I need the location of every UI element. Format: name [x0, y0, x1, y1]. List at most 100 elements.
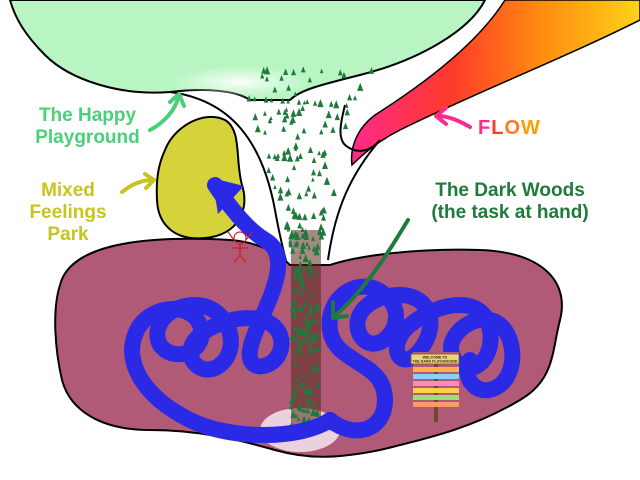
tree-icon: [254, 124, 261, 133]
tree-icon: [291, 390, 298, 398]
tree-icon: [276, 108, 282, 115]
tree-icon: [288, 403, 294, 410]
tree-icon: [318, 232, 325, 240]
label-happy-playground: The Happy Playground: [20, 105, 155, 149]
tree-icon: [344, 108, 350, 116]
tree-icon: [301, 407, 306, 413]
flow-letter: W: [521, 117, 541, 139]
tree-icon: [307, 293, 312, 299]
tree-icon: [298, 152, 303, 160]
tree-icon: [266, 167, 272, 174]
tree-icon: [263, 66, 271, 75]
tree-icon: [293, 142, 299, 150]
tree-icon: [313, 247, 320, 256]
tree-icon: [312, 100, 318, 106]
tree-icon: [292, 298, 297, 304]
tree-icon: [305, 407, 311, 414]
tree-icon: [296, 264, 303, 273]
flow-letter: L: [491, 117, 505, 139]
tree-icon: [321, 214, 327, 221]
tree-icon: [269, 97, 274, 103]
flow-letter: F: [478, 117, 492, 139]
tree-icon: [322, 161, 329, 169]
tree-icon: [286, 98, 290, 104]
label-line: Mixed: [41, 180, 95, 201]
sign-title-line2: THE DARK PLAYGROUND: [413, 360, 458, 364]
tree-icon: [304, 334, 311, 343]
tree-icon: [311, 235, 316, 241]
tree-icon: [344, 102, 349, 108]
tree-icon: [263, 129, 267, 135]
tree-icon: [322, 120, 328, 128]
tree-icon: [267, 117, 273, 124]
tree-icon: [285, 203, 292, 211]
tree-icon: [270, 173, 276, 181]
tree-icon: [311, 212, 317, 219]
tree-icon: [307, 77, 312, 83]
tree-icon: [291, 335, 296, 341]
tree-icon: [291, 164, 297, 171]
tree-icon: [302, 254, 309, 263]
tree-icon: [305, 395, 312, 404]
tree-icon: [295, 133, 301, 140]
funnel-right-edge: [327, 104, 381, 261]
tree-icon: [283, 221, 291, 230]
tree-icon: [298, 304, 304, 312]
tree-icon: [319, 68, 324, 74]
tree-icon: [296, 344, 302, 352]
tree-icon: [302, 100, 307, 105]
tree-icon: [260, 73, 265, 79]
tree-icon: [300, 242, 306, 249]
tree-icon: [293, 361, 299, 367]
label-mixed-feelings-park: Mixed Feelings Park: [18, 180, 118, 246]
tree-icon: [317, 98, 324, 108]
tree-icon: [284, 112, 290, 119]
tree-icon: [330, 188, 337, 197]
tree-icon: [310, 336, 316, 344]
label-line: (the task at hand): [431, 202, 589, 223]
tree-icon: [299, 290, 304, 296]
tree-icon: [300, 233, 306, 239]
label-line: Playground: [35, 127, 140, 148]
tree-icon: [273, 184, 277, 190]
tree-icon: [293, 91, 298, 97]
tree-icon: [292, 351, 297, 356]
tree-icon: [295, 240, 300, 245]
tree-icon: [296, 416, 301, 421]
tree-icon: [289, 304, 296, 313]
tree-icon: [357, 82, 364, 91]
tree-icon: [307, 386, 314, 395]
tree-icon: [286, 147, 291, 154]
tree-icon: [291, 310, 298, 319]
tree-icon: [342, 122, 349, 130]
tree-icon: [298, 340, 304, 347]
tree-icon: [298, 324, 302, 329]
tree-icon: [309, 303, 313, 308]
tree-icon: [314, 269, 319, 275]
tree-icon: [311, 191, 317, 199]
tree-icon: [287, 153, 294, 162]
tree-icon: [320, 151, 326, 158]
tree-icon: [304, 191, 309, 197]
tree-icon: [334, 113, 340, 121]
tree-icon: [297, 327, 304, 336]
tree-icon: [315, 381, 320, 388]
tree-icon: [309, 317, 316, 325]
tree-icon: [337, 69, 343, 76]
mixed-feelings-park: [155, 115, 246, 240]
tree-icon: [307, 146, 314, 154]
tree-icon: [296, 385, 301, 390]
tree-icon: [300, 283, 304, 289]
tree-icon: [316, 317, 321, 323]
tree-icon: [282, 108, 288, 115]
tree-icon: [303, 299, 308, 305]
label-line: The Dark Woods: [435, 180, 585, 201]
tree-icon: [325, 110, 332, 119]
tree-icon: [317, 230, 321, 236]
tree-icon: [281, 125, 287, 132]
tree-icon: [368, 67, 375, 74]
tree-icon: [305, 98, 310, 105]
tree-icon: [298, 349, 303, 356]
